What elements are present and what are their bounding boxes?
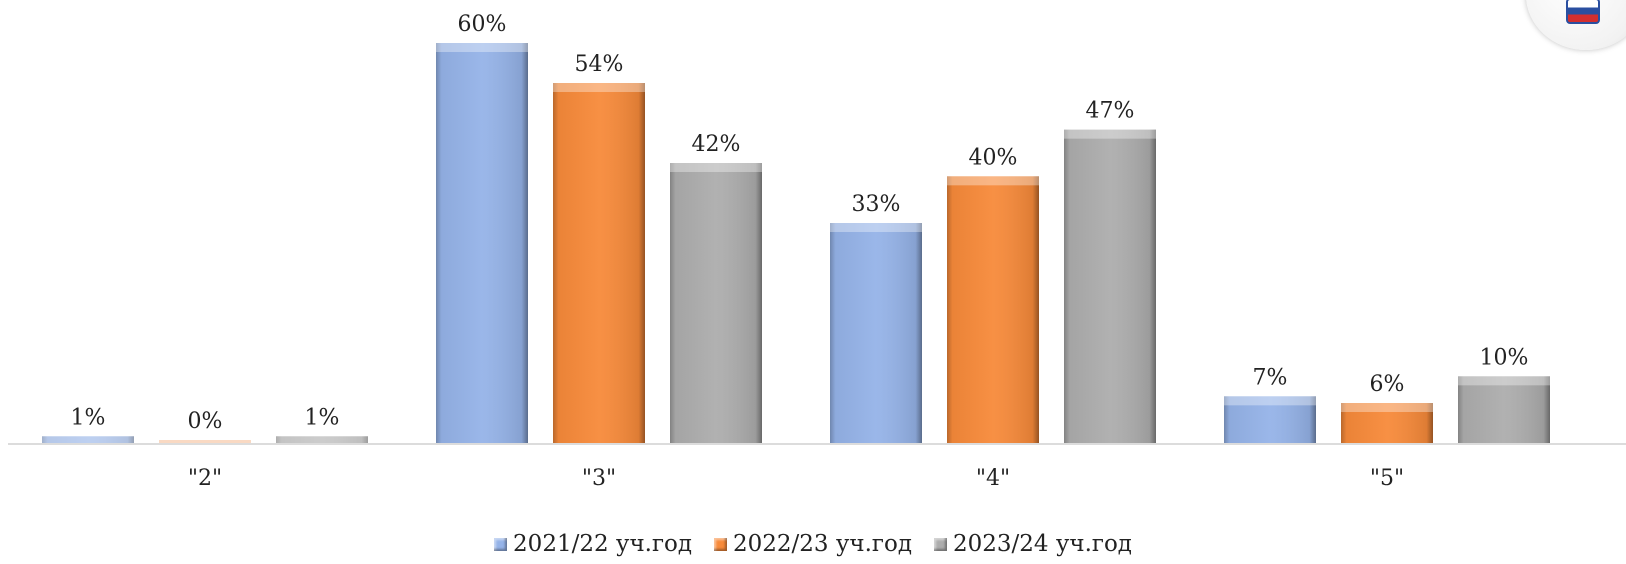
data-label-series-1-cat-3: 33% — [852, 192, 901, 217]
x-tick-label-1: "2" — [188, 466, 222, 491]
legend: 2021/22 уч.год 2022/23 уч.год 2023/24 уч… — [0, 531, 1626, 557]
legend-label-series-3: 2023/24 уч.год — [952, 531, 1132, 557]
bar-bevel — [1341, 403, 1433, 412]
legend-item-series-2: 2022/23 уч.год — [714, 531, 912, 557]
data-label-series-2-cat-4: 6% — [1370, 372, 1405, 397]
bar-3-cat-2 — [670, 163, 762, 443]
bar-bevel — [1224, 396, 1316, 406]
bar-shade — [42, 436, 134, 443]
bar-bevel — [670, 163, 762, 172]
x-tick-label-2: "3" — [582, 466, 616, 491]
bar-bevel — [42, 436, 134, 443]
x-tick-label-3: "4" — [976, 466, 1010, 491]
bar-bevel — [1064, 129, 1156, 139]
data-label-series-2-cat-3: 40% — [969, 145, 1018, 170]
legend-swatch-series-1 — [494, 537, 508, 551]
data-label-series-3-cat-1: 1% — [305, 405, 340, 430]
bar-1-cat-2 — [436, 43, 528, 443]
bar-shade — [1341, 403, 1433, 443]
bar-shade — [830, 223, 922, 443]
bar-3-cat-1 — [276, 436, 368, 443]
data-label-series-1-cat-4: 7% — [1253, 365, 1288, 390]
legend-label-series-2: 2022/23 уч.год — [733, 531, 912, 557]
bar-shade — [1224, 396, 1316, 443]
bar-shade — [553, 83, 645, 443]
x-tick-label-4: "5" — [1370, 466, 1404, 491]
bar-shade — [947, 176, 1039, 444]
legend-swatch-series-2 — [714, 537, 728, 551]
data-label-series-3-cat-2: 42% — [692, 132, 741, 157]
bar-bevel — [276, 436, 368, 443]
bar-shade — [670, 163, 762, 443]
legend-swatch-series-3 — [933, 537, 947, 551]
bar-2-cat-4 — [1341, 403, 1433, 443]
data-label-series-3-cat-4: 10% — [1480, 345, 1529, 370]
data-label-series-1-cat-2: 60% — [458, 12, 507, 37]
data-label-series-2-cat-1: 0% — [188, 409, 223, 434]
bar-2-cat-3 — [947, 176, 1039, 444]
bar-2-cat-1 — [159, 440, 251, 443]
bar-bevel — [553, 83, 645, 92]
bar-bevel — [436, 43, 528, 52]
bar-3-cat-4 — [1458, 376, 1550, 443]
flag-icon — [1566, 0, 1600, 24]
data-label-series-2-cat-2: 54% — [575, 52, 624, 77]
bar-1-cat-3 — [830, 223, 922, 443]
bar-shade — [436, 43, 528, 443]
data-label-series-1-cat-1: 1% — [71, 405, 106, 430]
logo-icon — [1526, 0, 1626, 50]
bar-1-cat-1 — [42, 436, 134, 443]
bar-bevel — [947, 176, 1039, 186]
bar-bevel — [1458, 376, 1550, 386]
bar-body — [159, 440, 251, 443]
bar-bevel — [830, 223, 922, 232]
bar-3-cat-3 — [1064, 129, 1156, 443]
bar-1-cat-4 — [1224, 396, 1316, 443]
bar-shade — [1064, 129, 1156, 443]
bar-shade — [1458, 376, 1550, 443]
data-label-series-3-cat-3: 47% — [1086, 99, 1135, 124]
legend-item-series-1: 2021/22 уч.год — [494, 531, 692, 557]
legend-item-series-3: 2023/24 уч.год — [933, 531, 1132, 557]
bar-shade — [276, 436, 368, 443]
bar-2-cat-2 — [553, 83, 645, 443]
legend-label-series-1: 2021/22 уч.год — [513, 531, 693, 557]
